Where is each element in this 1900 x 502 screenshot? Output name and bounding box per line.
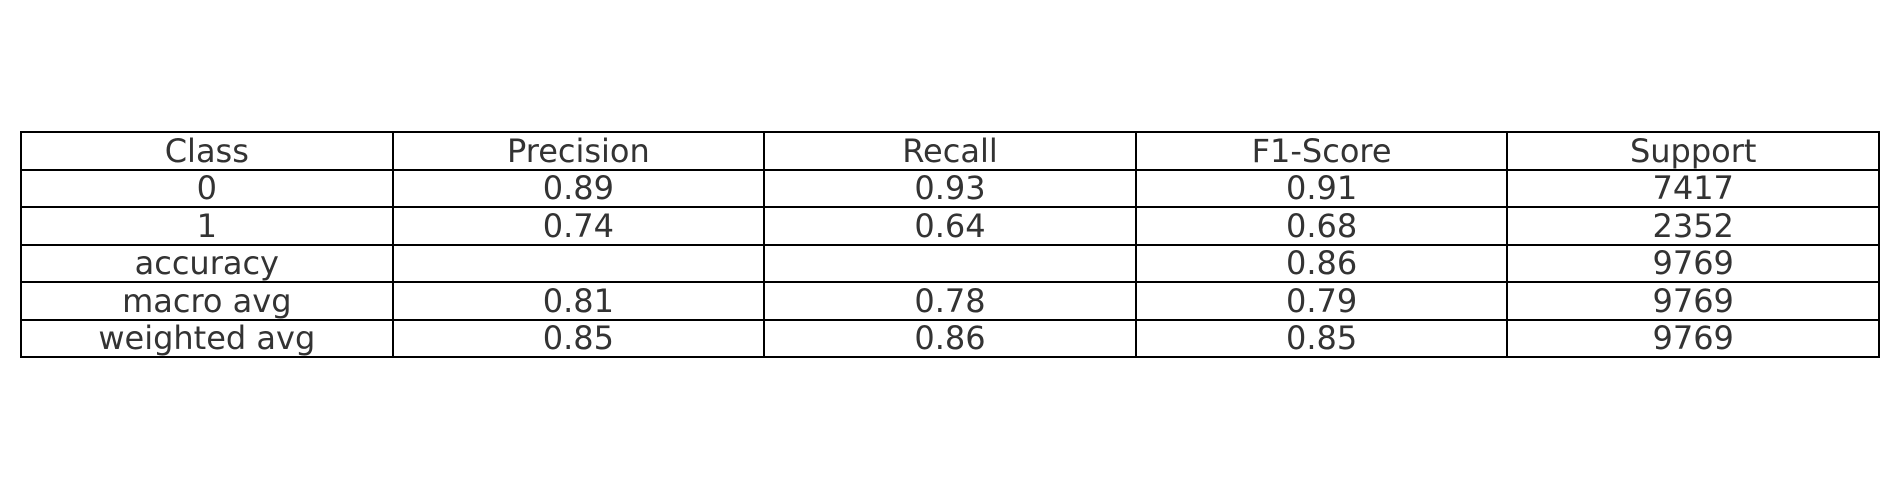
column-header-recall: Recall — [763, 131, 1137, 171]
row-label-cell: 0 — [20, 168, 394, 208]
row-label-cell: macro avg — [20, 281, 394, 321]
metric-cell: 0.79 — [1134, 281, 1509, 321]
metric-cell: 9769 — [1506, 243, 1880, 283]
metric-cell: 0.93 — [763, 168, 1137, 208]
table-row: 1 0.74 0.64 0.68 2352 — [20, 206, 1880, 246]
metric-cell: 0.68 — [1134, 206, 1509, 246]
metric-cell — [763, 243, 1137, 283]
metric-cell — [391, 243, 766, 283]
metric-cell: 0.74 — [391, 206, 766, 246]
metric-cell: 0.89 — [391, 168, 766, 208]
column-header-precision: Precision — [391, 131, 766, 171]
metric-cell: 0.81 — [391, 281, 766, 321]
header-row: Class Precision Recall F1-Score Support — [20, 131, 1880, 171]
column-header-f1-score: F1-Score — [1134, 131, 1509, 171]
metric-cell: 0.85 — [1134, 318, 1509, 358]
row-label-cell: weighted avg — [20, 318, 394, 358]
metric-cell: 2352 — [1506, 206, 1880, 246]
table-row: weighted avg 0.85 0.86 0.85 9769 — [20, 318, 1880, 358]
metric-cell: 9769 — [1506, 318, 1880, 358]
metric-cell: 0.86 — [1134, 243, 1509, 283]
column-header-class: Class — [20, 131, 394, 171]
column-header-support: Support — [1506, 131, 1880, 171]
table-header: Class Precision Recall F1-Score Support — [20, 131, 1880, 171]
metric-cell: 7417 — [1506, 168, 1880, 208]
table-row: accuracy 0.86 9769 — [20, 243, 1880, 283]
table-row: macro avg 0.81 0.78 0.79 9769 — [20, 281, 1880, 321]
metric-cell: 0.85 — [391, 318, 766, 358]
row-label-cell: 1 — [20, 206, 394, 246]
metric-cell: 9769 — [1506, 281, 1880, 321]
table-row: 0 0.89 0.93 0.91 7417 — [20, 168, 1880, 208]
row-label-cell: accuracy — [20, 243, 394, 283]
classification-report-table: Class Precision Recall F1-Score Support 0 0.8… — [20, 131, 1880, 358]
metric-cell: 0.91 — [1134, 168, 1509, 208]
metric-cell: 0.86 — [763, 318, 1137, 358]
metric-cell: 0.78 — [763, 281, 1137, 321]
metric-cell: 0.64 — [763, 206, 1137, 246]
table-body: 0 0.89 0.93 0.91 7417 1 0.74 0.64 0.68 2352 accura… — [20, 168, 1880, 358]
